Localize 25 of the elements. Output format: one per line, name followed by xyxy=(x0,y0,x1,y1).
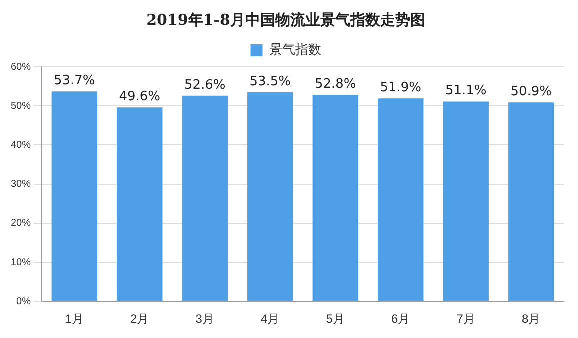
x-tick-label: 6月 xyxy=(392,312,410,326)
chart-title: 2019年1-8月中国物流业景气指数走势图 xyxy=(146,10,426,29)
x-tick-label: 4月 xyxy=(261,312,280,326)
x-tick-label: 1月 xyxy=(65,312,84,326)
data-label: 51.9% xyxy=(380,80,422,96)
x-tick-label: 3月 xyxy=(196,312,214,326)
x-tick-label: 7月 xyxy=(456,312,476,326)
data-label: 49.6% xyxy=(119,90,161,105)
x-tick-label: 8月 xyxy=(522,312,541,326)
y-tick-label: 10% xyxy=(11,257,32,268)
x-tick-label: 2月 xyxy=(130,312,150,326)
y-tick-label: 60% xyxy=(11,62,32,73)
data-label: 52.8% xyxy=(314,77,356,92)
data-label: 53.7% xyxy=(54,74,96,89)
data-label: 51.1% xyxy=(445,84,487,99)
y-tick-label: 30% xyxy=(11,179,32,190)
y-tick-label: 50% xyxy=(11,100,32,112)
y-tick-label: 40% xyxy=(11,140,32,151)
y-tick-label: 0% xyxy=(16,296,32,308)
x-tick-label: 5月 xyxy=(326,312,345,326)
y-tick-label: 20% xyxy=(11,218,32,230)
data-label: 50.9% xyxy=(510,84,552,100)
data-label: 53.5% xyxy=(250,74,292,90)
legend-label: 景气指数 xyxy=(269,42,322,58)
data-label: 52.6% xyxy=(184,78,226,93)
